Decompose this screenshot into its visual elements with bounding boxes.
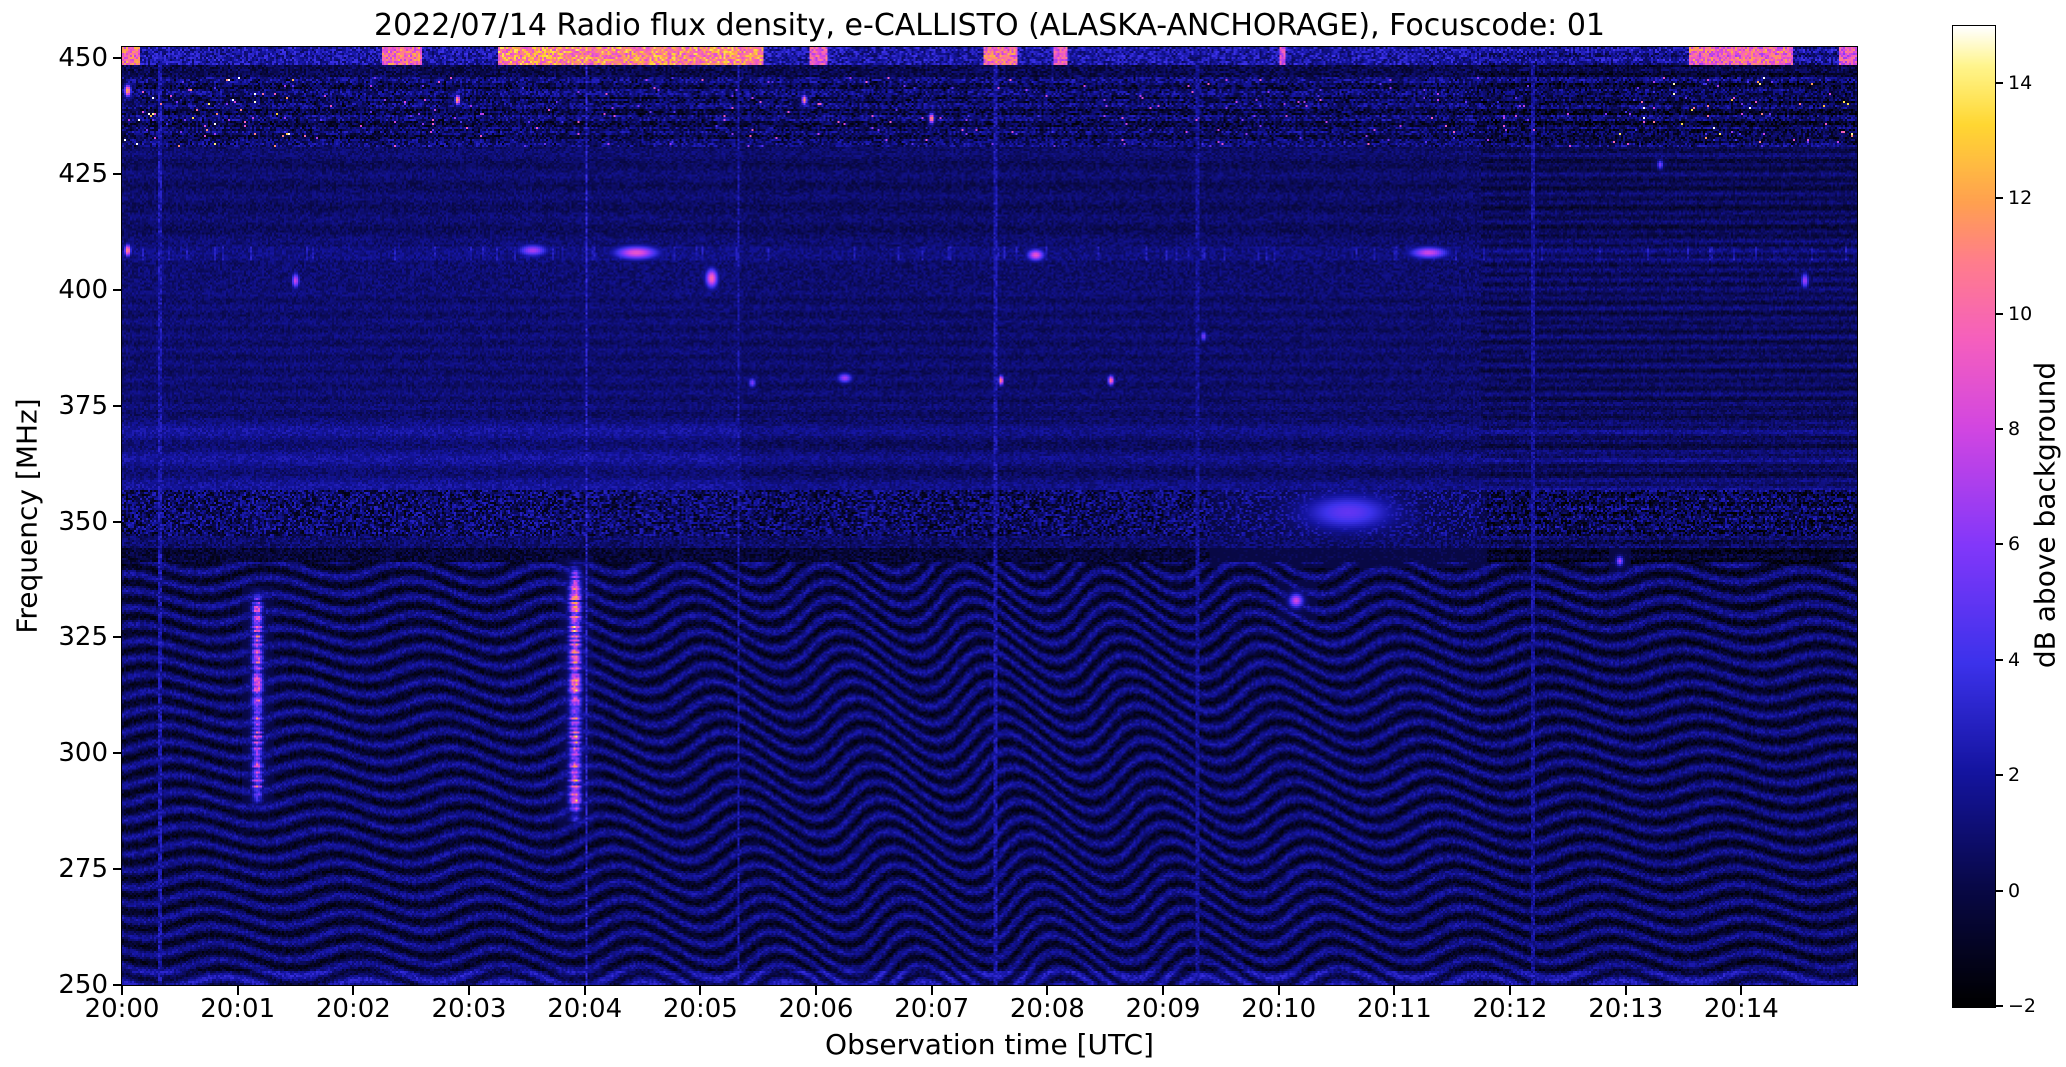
y-tick-mark <box>113 868 122 871</box>
x-tick-mark <box>236 986 239 995</box>
x-tick-label: 20:01 <box>200 994 276 1024</box>
colorbar-tick-mark <box>1996 774 2003 777</box>
colorbar-gradient-canvas <box>1953 26 1995 1007</box>
y-tick-mark <box>113 404 122 407</box>
x-axis-label: Observation time [UTC] <box>825 1028 1154 1061</box>
x-tick-mark <box>699 986 702 995</box>
x-tick-label: 20:08 <box>1009 994 1085 1024</box>
y-tick-label: 375 <box>58 390 108 421</box>
colorbar-tick-mark <box>1996 81 2003 84</box>
x-tick-mark <box>583 986 586 995</box>
colorbar-tick-mark <box>1996 312 2003 315</box>
x-tick-mark <box>1046 986 1049 995</box>
colorbar-tick-mark <box>1996 658 2003 661</box>
x-tick-label: 20:00 <box>84 994 160 1024</box>
colorbar-label: dB above background <box>2028 361 2062 669</box>
x-tick-label: 20:12 <box>1472 994 1548 1024</box>
x-tick-mark <box>930 986 933 995</box>
x-tick-mark <box>352 986 355 995</box>
x-tick-label: 20:13 <box>1588 994 1664 1024</box>
x-tick-label: 20:07 <box>894 994 970 1024</box>
y-tick-mark <box>113 288 122 291</box>
colorbar-tick-label: 0 <box>2008 879 2021 902</box>
colorbar-tick-label: 10 <box>2008 302 2033 325</box>
x-tick-label: 20:09 <box>1125 994 1201 1024</box>
x-tick-label: 20:14 <box>1703 994 1779 1024</box>
colorbar-tick-label: −2 <box>2008 995 2037 1017</box>
y-tick-mark <box>113 984 122 986</box>
colorbar-tick-mark <box>1996 889 2003 892</box>
spectrogram-canvas <box>122 47 1857 985</box>
y-tick-label: 325 <box>58 622 108 653</box>
x-tick-label: 20:11 <box>1356 994 1432 1024</box>
y-tick-label: 250 <box>58 970 108 1000</box>
x-tick-mark <box>121 986 123 995</box>
x-tick-mark <box>1509 986 1511 995</box>
y-tick-label: 350 <box>58 506 108 537</box>
colorbar-tick-label: 14 <box>2008 71 2033 94</box>
colorbar-tick-mark <box>1996 427 2003 430</box>
y-tick-label: 400 <box>58 274 108 305</box>
x-tick-label: 20:03 <box>431 994 507 1024</box>
y-tick-mark <box>113 636 122 639</box>
x-tick-label: 20:02 <box>315 994 391 1024</box>
y-tick-label: 450 <box>58 43 108 74</box>
colorbar-tick-mark <box>1996 1005 2003 1007</box>
chart-title: 2022/07/14 Radio flux density, e-CALLIST… <box>374 8 1605 43</box>
y-tick-mark <box>113 172 122 175</box>
x-tick-mark <box>1393 986 1396 995</box>
x-tick-mark <box>468 986 470 995</box>
y-tick-label: 275 <box>58 854 108 885</box>
x-tick-mark <box>815 986 817 995</box>
x-tick-label: 20:04 <box>547 994 623 1024</box>
x-tick-label: 20:06 <box>778 994 854 1024</box>
colorbar-tick-mark <box>1996 543 2003 546</box>
colorbar-tick-label: 12 <box>2008 187 2033 210</box>
x-tick-label: 20:05 <box>662 994 738 1024</box>
colorbar-tick-label: 8 <box>2008 417 2021 440</box>
colorbar-tick-label: 2 <box>2008 764 2021 787</box>
x-tick-mark <box>1162 986 1164 995</box>
y-tick-label: 300 <box>58 738 108 769</box>
plot-area <box>121 46 1858 986</box>
x-tick-mark <box>1277 986 1280 995</box>
colorbar <box>1952 25 1996 1008</box>
x-tick-label: 20:10 <box>1241 994 1317 1024</box>
y-tick-mark <box>113 520 122 523</box>
colorbar-tick-label: 6 <box>2008 533 2021 556</box>
x-tick-mark <box>1740 986 1743 995</box>
colorbar-tick-mark <box>1996 197 2003 200</box>
x-tick-mark <box>1624 986 1627 995</box>
y-tick-label: 425 <box>58 158 108 189</box>
y-tick-mark <box>113 752 122 755</box>
colorbar-tick-label: 4 <box>2008 648 2021 671</box>
y-tick-mark <box>113 57 122 60</box>
